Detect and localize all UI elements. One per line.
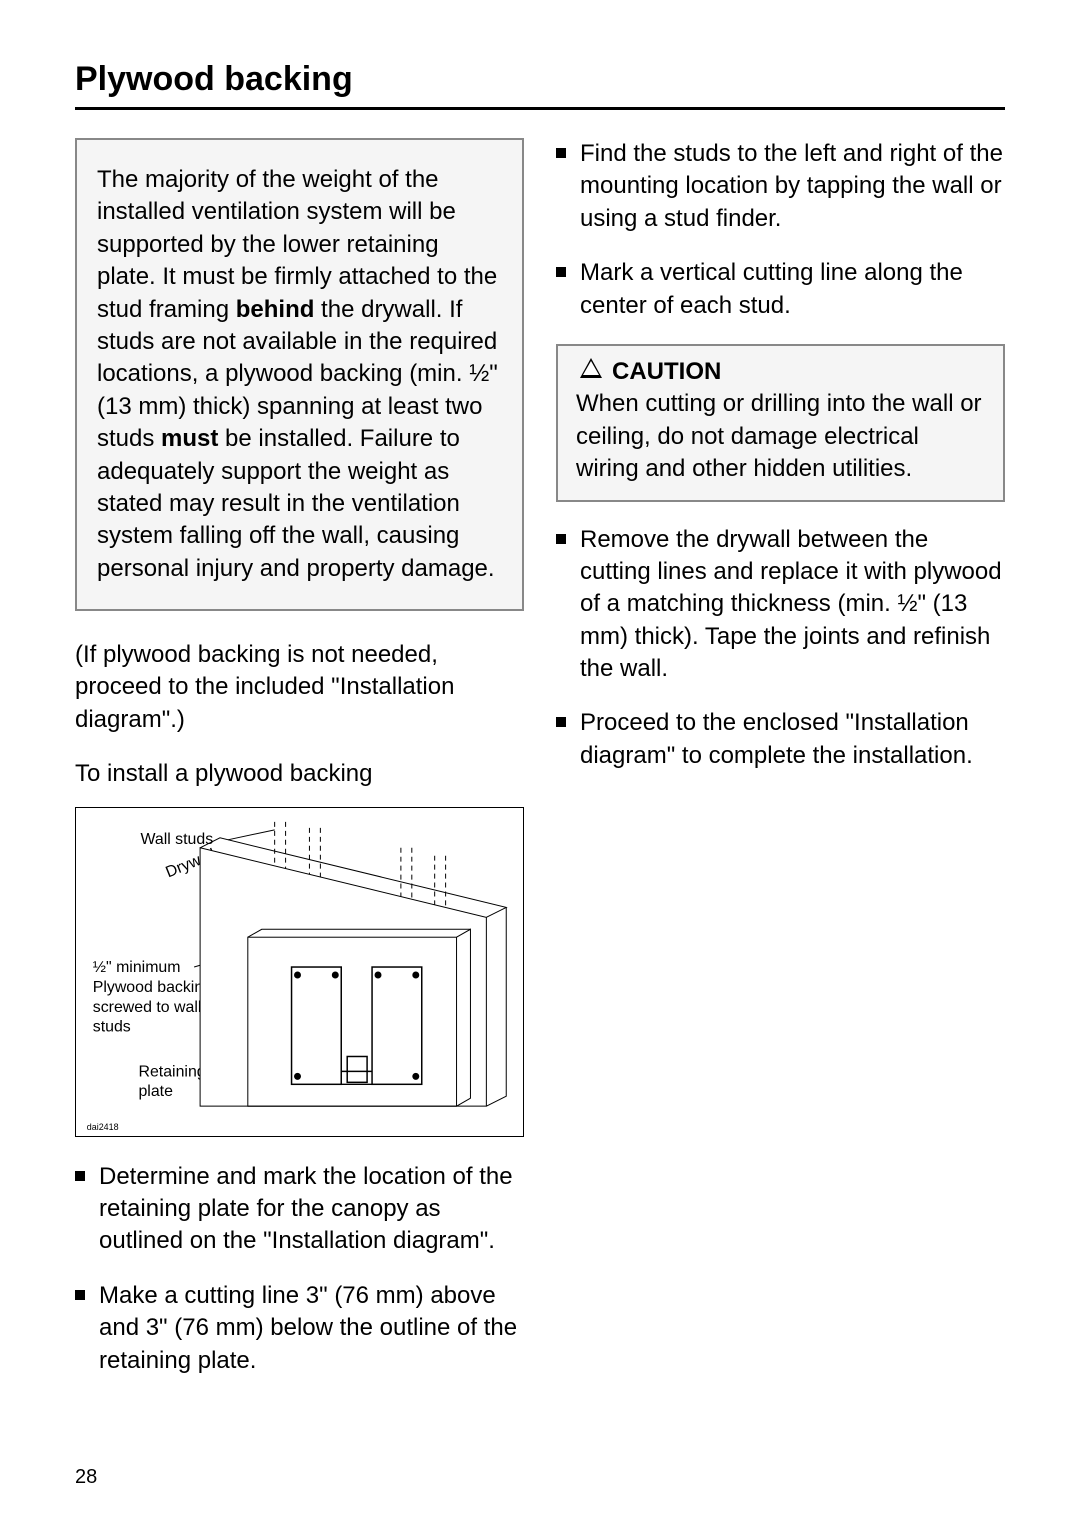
step-1: Determine and mark the location of the r…: [75, 1161, 524, 1258]
right-column: Find the studs to the left and right of …: [556, 138, 1005, 1399]
step-3: Find the studs to the left and right of …: [556, 138, 1005, 235]
page-number: 28: [75, 1466, 97, 1489]
label-plywood-3: screwed to wall: [93, 998, 202, 1015]
skip-note: (If plywood backing is not needed, proce…: [75, 639, 524, 736]
caution-title: CAUTION: [576, 356, 985, 388]
label-plywood-4: studs: [93, 1018, 131, 1035]
columns: The majority of the weight of the instal…: [75, 138, 1005, 1399]
label-retaining-2: plate: [138, 1083, 173, 1100]
title-underline: [75, 107, 1005, 110]
diagram-code: dai2418: [87, 1122, 119, 1132]
diagram: Wall studs Drywall ½" minimum Plywood ba…: [75, 807, 524, 1137]
install-subhead: To install a plywood backing: [75, 758, 524, 790]
left-column: The majority of the weight of the instal…: [75, 138, 524, 1399]
caution-body: When cutting or drilling into the wall o…: [576, 388, 985, 485]
step-5: Remove the drywall between the cutting l…: [556, 524, 1005, 686]
caution-box: CAUTION When cutting or drilling into th…: [556, 344, 1005, 502]
warning-box: The majority of the weight of the instal…: [75, 138, 524, 611]
label-plywood-2: Plywood backing: [93, 979, 212, 996]
label-retaining-1: Retaining: [138, 1063, 205, 1080]
step-4: Mark a vertical cutting line along the c…: [556, 257, 1005, 322]
page-title: Plywood backing: [75, 60, 1005, 99]
step-2: Make a cutting line 3" (76 mm) above and…: [75, 1280, 524, 1377]
label-plywood-1: ½" minimum: [93, 959, 181, 976]
label-wall-studs: Wall studs: [140, 830, 213, 847]
step-6: Proceed to the enclosed "Installation di…: [556, 707, 1005, 772]
